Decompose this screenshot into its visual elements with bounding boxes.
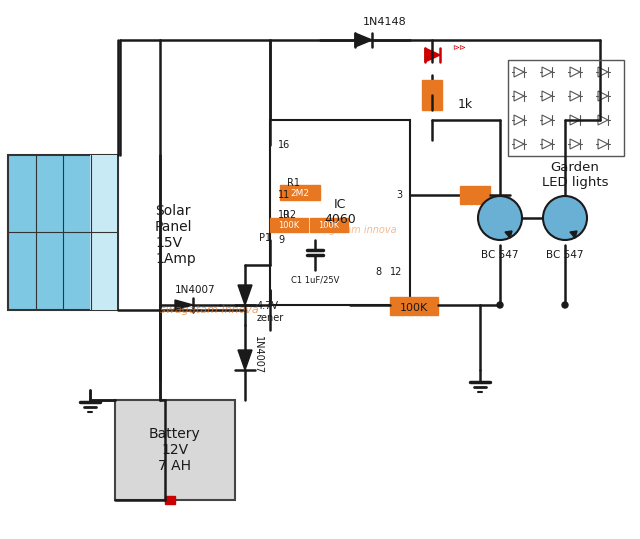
Text: 1N4007: 1N4007: [253, 336, 263, 374]
Bar: [270, 120, 410, 305]
Bar: [310, 218, 348, 232]
Circle shape: [562, 302, 568, 308]
Text: 11: 11: [278, 190, 291, 200]
Text: BC 547: BC 547: [481, 250, 519, 260]
Bar: [270, 218, 308, 232]
Text: 1N4007: 1N4007: [175, 285, 215, 295]
Text: P1: P1: [259, 233, 271, 243]
Bar: [90, 155, 117, 310]
Text: C1 1uF/25V: C1 1uF/25V: [291, 275, 339, 285]
Bar: [280, 185, 320, 200]
Circle shape: [497, 302, 503, 308]
Bar: [508, 60, 624, 156]
Bar: [165, 496, 175, 504]
Text: IC
4060: IC 4060: [324, 198, 356, 226]
Polygon shape: [570, 231, 577, 238]
Text: 10K: 10K: [466, 205, 484, 215]
Bar: [115, 400, 235, 500]
Polygon shape: [505, 231, 512, 238]
Text: 100K: 100K: [400, 303, 428, 313]
Text: 8: 8: [376, 267, 382, 277]
Text: BC 547: BC 547: [547, 250, 584, 260]
Polygon shape: [355, 33, 372, 47]
Text: Battery
12V
7 AH: Battery 12V 7 AH: [149, 427, 201, 473]
Bar: [390, 297, 438, 315]
Text: 100K: 100K: [278, 220, 300, 230]
Text: ⊳⊳: ⊳⊳: [452, 44, 466, 52]
Text: 10: 10: [278, 210, 291, 220]
Text: 4.7V
zener: 4.7V zener: [257, 301, 284, 323]
Text: swagatam innova: swagatam innova: [160, 305, 259, 315]
Polygon shape: [425, 48, 440, 62]
Bar: [422, 80, 442, 110]
Text: 9: 9: [278, 235, 284, 245]
Bar: [8, 155, 118, 310]
Text: 3: 3: [396, 190, 402, 200]
Polygon shape: [238, 350, 252, 370]
Text: 16: 16: [278, 140, 291, 150]
Text: 1N4148: 1N4148: [363, 17, 407, 27]
Text: 12: 12: [390, 267, 402, 277]
Circle shape: [478, 196, 522, 240]
Text: R1: R1: [287, 178, 301, 188]
Text: Solar
Panel
15V
1Amp: Solar Panel 15V 1Amp: [155, 204, 196, 266]
Text: 1k: 1k: [458, 99, 473, 112]
Text: 2M2: 2M2: [291, 189, 310, 197]
Text: R2: R2: [284, 210, 296, 220]
Text: 100K: 100K: [318, 220, 340, 230]
Polygon shape: [175, 300, 193, 310]
Text: Garden
LED lights: Garden LED lights: [541, 161, 608, 189]
Polygon shape: [238, 285, 252, 305]
Circle shape: [543, 196, 587, 240]
Text: swagatam innova: swagatam innova: [310, 225, 397, 235]
Bar: [460, 186, 490, 204]
